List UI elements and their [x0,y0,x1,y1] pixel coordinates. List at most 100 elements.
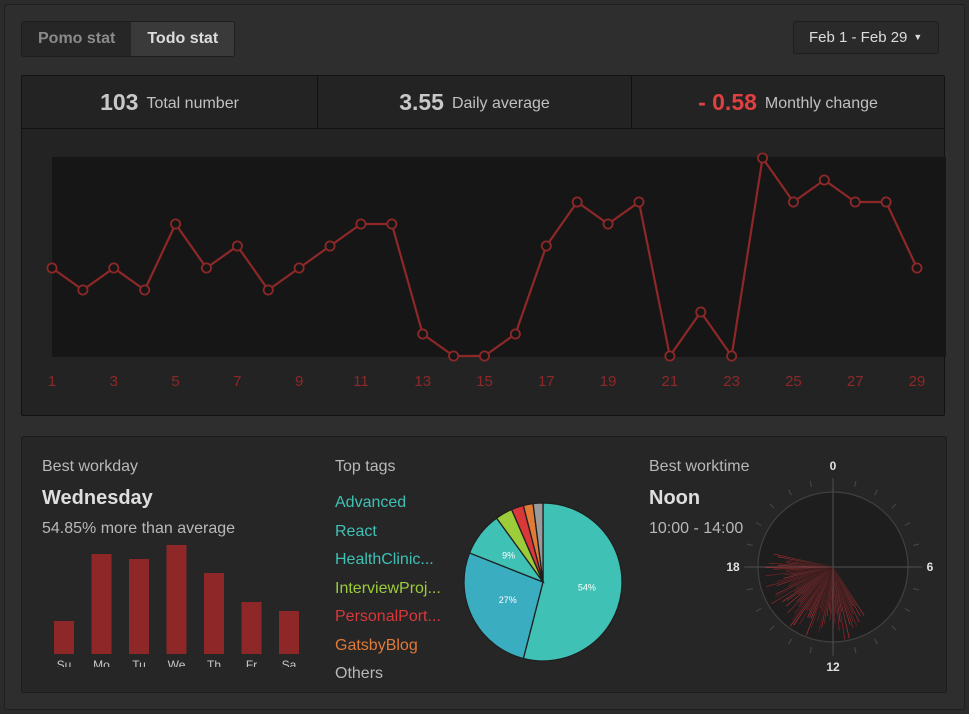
tag-item[interactable]: GatsbyBlog [335,636,418,654]
pie-slice [463,552,544,660]
worktime-clock-chart: 0 6 12 18 [726,459,933,674]
worktime-wedge [773,553,833,567]
clock-tick [853,647,857,654]
worktime-wedge [790,567,833,576]
worktime-wedge [833,567,837,614]
tag-item[interactable]: PersonalPort... [335,608,441,625]
tag-item[interactable]: React [335,522,377,540]
x-tick-label: 25 [785,373,802,390]
data-point [139,284,151,296]
data-point [602,218,614,230]
data-point [540,240,552,252]
worktime-wedge [833,567,842,612]
worktime-wedge [773,567,833,570]
worktime-wedge [777,565,833,567]
tab-pomo-stat[interactable]: Pomo stat [38,30,116,47]
clock-hour-label: 0 [830,459,837,473]
worktime-wedge [821,567,833,628]
monthly-change-label: Monthly change [764,95,878,112]
best-worktime-title: Best worktime [649,458,750,475]
x-tick-label: 11 [353,373,369,390]
tag-item[interactable]: Others [335,665,384,682]
worktime-wedge [798,567,833,607]
data-point [448,350,460,362]
worktime-wedge [799,567,833,603]
worktime-wedge [833,567,854,622]
weekday-bar [204,573,224,654]
worktime-wedge [771,567,833,605]
pie-slice-label: 27% [499,595,517,605]
worktime-wedge [833,567,850,639]
worktime-wedge [833,567,861,617]
data-point [170,218,182,230]
weekday-bar [129,559,149,654]
pie-slice [532,502,544,583]
clock-tick [788,638,792,645]
tag-item[interactable]: Advanced [335,494,407,511]
weekday-bar [91,554,112,654]
tags-pie-chart: 54% 27% 9% [463,502,623,662]
data-point [880,196,892,208]
worktime-wedge [833,567,851,625]
worktime-wedge [833,567,857,627]
worktime-wedge [832,567,834,627]
worktime-wedge [833,567,836,624]
clock-tick [891,625,897,631]
date-range-dropdown[interactable]: Feb 1 - Feb 29 ▼ [793,21,939,54]
weekday-bar [241,602,262,654]
worktime-wedge [808,567,833,612]
data-point [293,262,305,274]
worktime-wedge [833,567,854,628]
tab-todo-stat[interactable]: Todo stat [131,22,235,56]
worktime-wedge [833,567,865,616]
data-point [571,196,583,208]
x-tick-label: 1 [48,373,56,390]
worktime-wedge [787,567,833,614]
clock-tick [913,543,920,547]
data-point [386,218,398,230]
worktime-wedge [787,559,833,567]
best-workday-sub: 54.85% more than average [42,520,236,537]
x-tick-label: 27 [847,373,864,390]
data-point [46,262,58,274]
clock-tick [809,480,813,487]
weekday-label: We [168,658,186,667]
data-point [849,196,861,208]
weekday-bar [54,621,74,654]
x-tick-label: 15 [476,373,493,390]
data-point [695,306,707,318]
worktime-wedge [831,567,833,614]
daily-chart-panel: 103 Total number 3.55 Daily average - 0.… [21,75,946,416]
best-workday-value: Wednesday [42,487,153,509]
data-point [509,328,521,340]
worktime-wedge [833,567,840,631]
worktime-wedge [833,567,857,606]
stat-tabs: Pomo stat Todo stat [21,21,236,57]
insights-panel: Best workday Wednesday 54.85% more than … [21,436,947,693]
worktime-wedge [833,567,846,613]
clock-tick [769,503,775,509]
worktime-wedge [774,567,833,598]
worktime-wedge [826,567,833,616]
clock-tick [913,587,920,591]
data-point [417,328,429,340]
tag-item[interactable]: InterviewProj... [335,579,441,597]
worktime-wedge [794,567,833,614]
worktime-wedge [833,567,841,622]
best-workday-title: Best workday [42,458,139,475]
clock-tick [874,489,878,496]
clock-tick [746,587,753,591]
worktime-wedge [765,567,833,577]
worktime-wedge [805,567,833,636]
worktime-wedge [807,567,833,618]
data-point [818,174,830,186]
weekday-bar-chart: Su Mo Tu We Th Fr Sa [54,545,299,667]
worktime-wedge [766,567,833,588]
top-tags-title: Top tags [335,458,396,475]
clock-tick [755,608,762,612]
tag-item[interactable]: HealthClinic... [335,551,434,568]
data-point [633,196,645,208]
weekday-label: Th [207,658,221,667]
x-tick-label: 23 [723,373,740,390]
x-tick-label: 5 [171,373,179,390]
